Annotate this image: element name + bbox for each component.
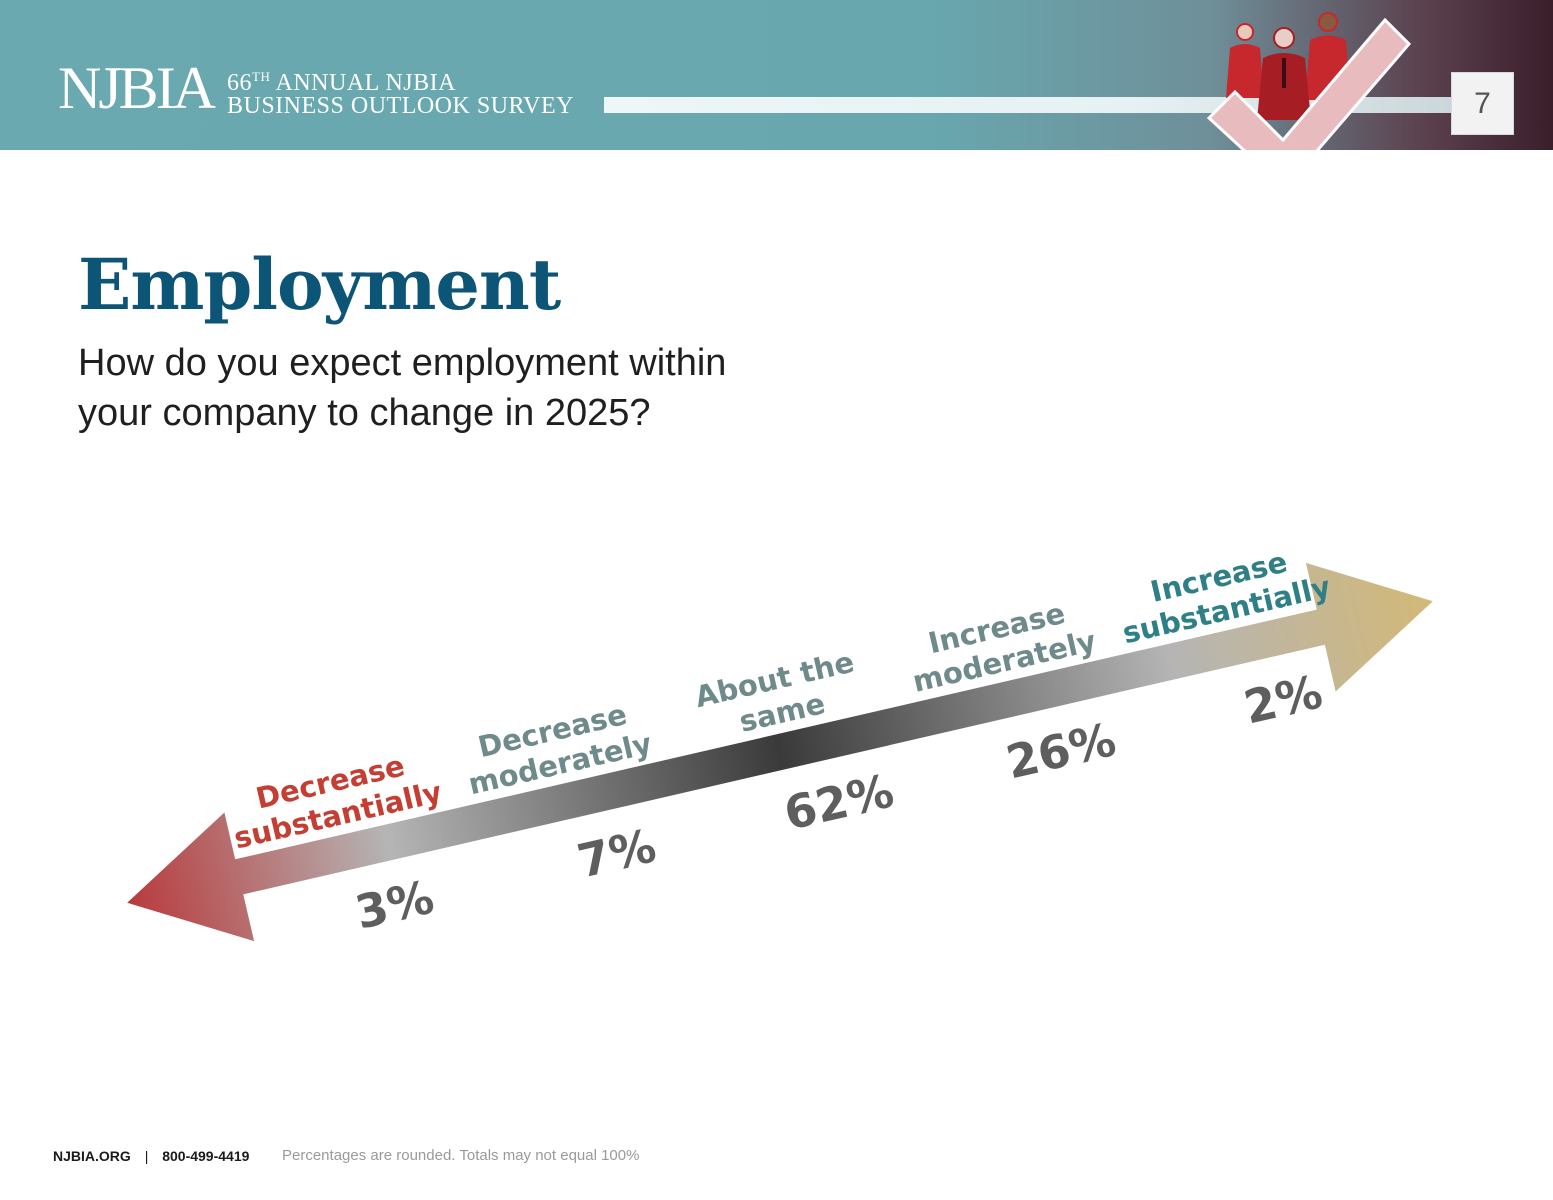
employment-arrow-chart: Decreasesubstantially3%Decreasemoderatel…: [127, 545, 1433, 942]
value-label: 2%: [1239, 664, 1327, 734]
footer-note: Percentages are rounded. Totals may not …: [282, 1147, 640, 1164]
footer-site-link[interactable]: NJBIA.ORG: [53, 1148, 131, 1164]
header-banner: NJBIA 66TH ANNUAL NJBIA BUSINESS OUTLOOK…: [0, 0, 1553, 150]
survey-question: How do you expect employment within your…: [78, 342, 727, 434]
value-label: 7%: [572, 818, 660, 888]
value-label: 62%: [779, 763, 898, 840]
survey-title-line-2: BUSINESS OUTLOOK SURVEY: [227, 93, 574, 119]
checkmark-icon: [1206, 17, 1412, 150]
double-arrow: [127, 562, 1433, 942]
page-number: 7: [1451, 72, 1514, 135]
njbia-logo: NJBIA: [58, 55, 216, 121]
page-title: Employment: [78, 243, 561, 326]
business-people-icon: [1226, 12, 1351, 120]
footer-phone: 800-499-4419: [162, 1148, 250, 1164]
value-label: 3%: [350, 870, 438, 940]
value-label: 26%: [1001, 712, 1120, 789]
footer-contact: NJBIA.ORG | 800-499-4419: [53, 1148, 250, 1164]
survey-title-line-1: 66TH ANNUAL NJBIA: [227, 69, 456, 96]
